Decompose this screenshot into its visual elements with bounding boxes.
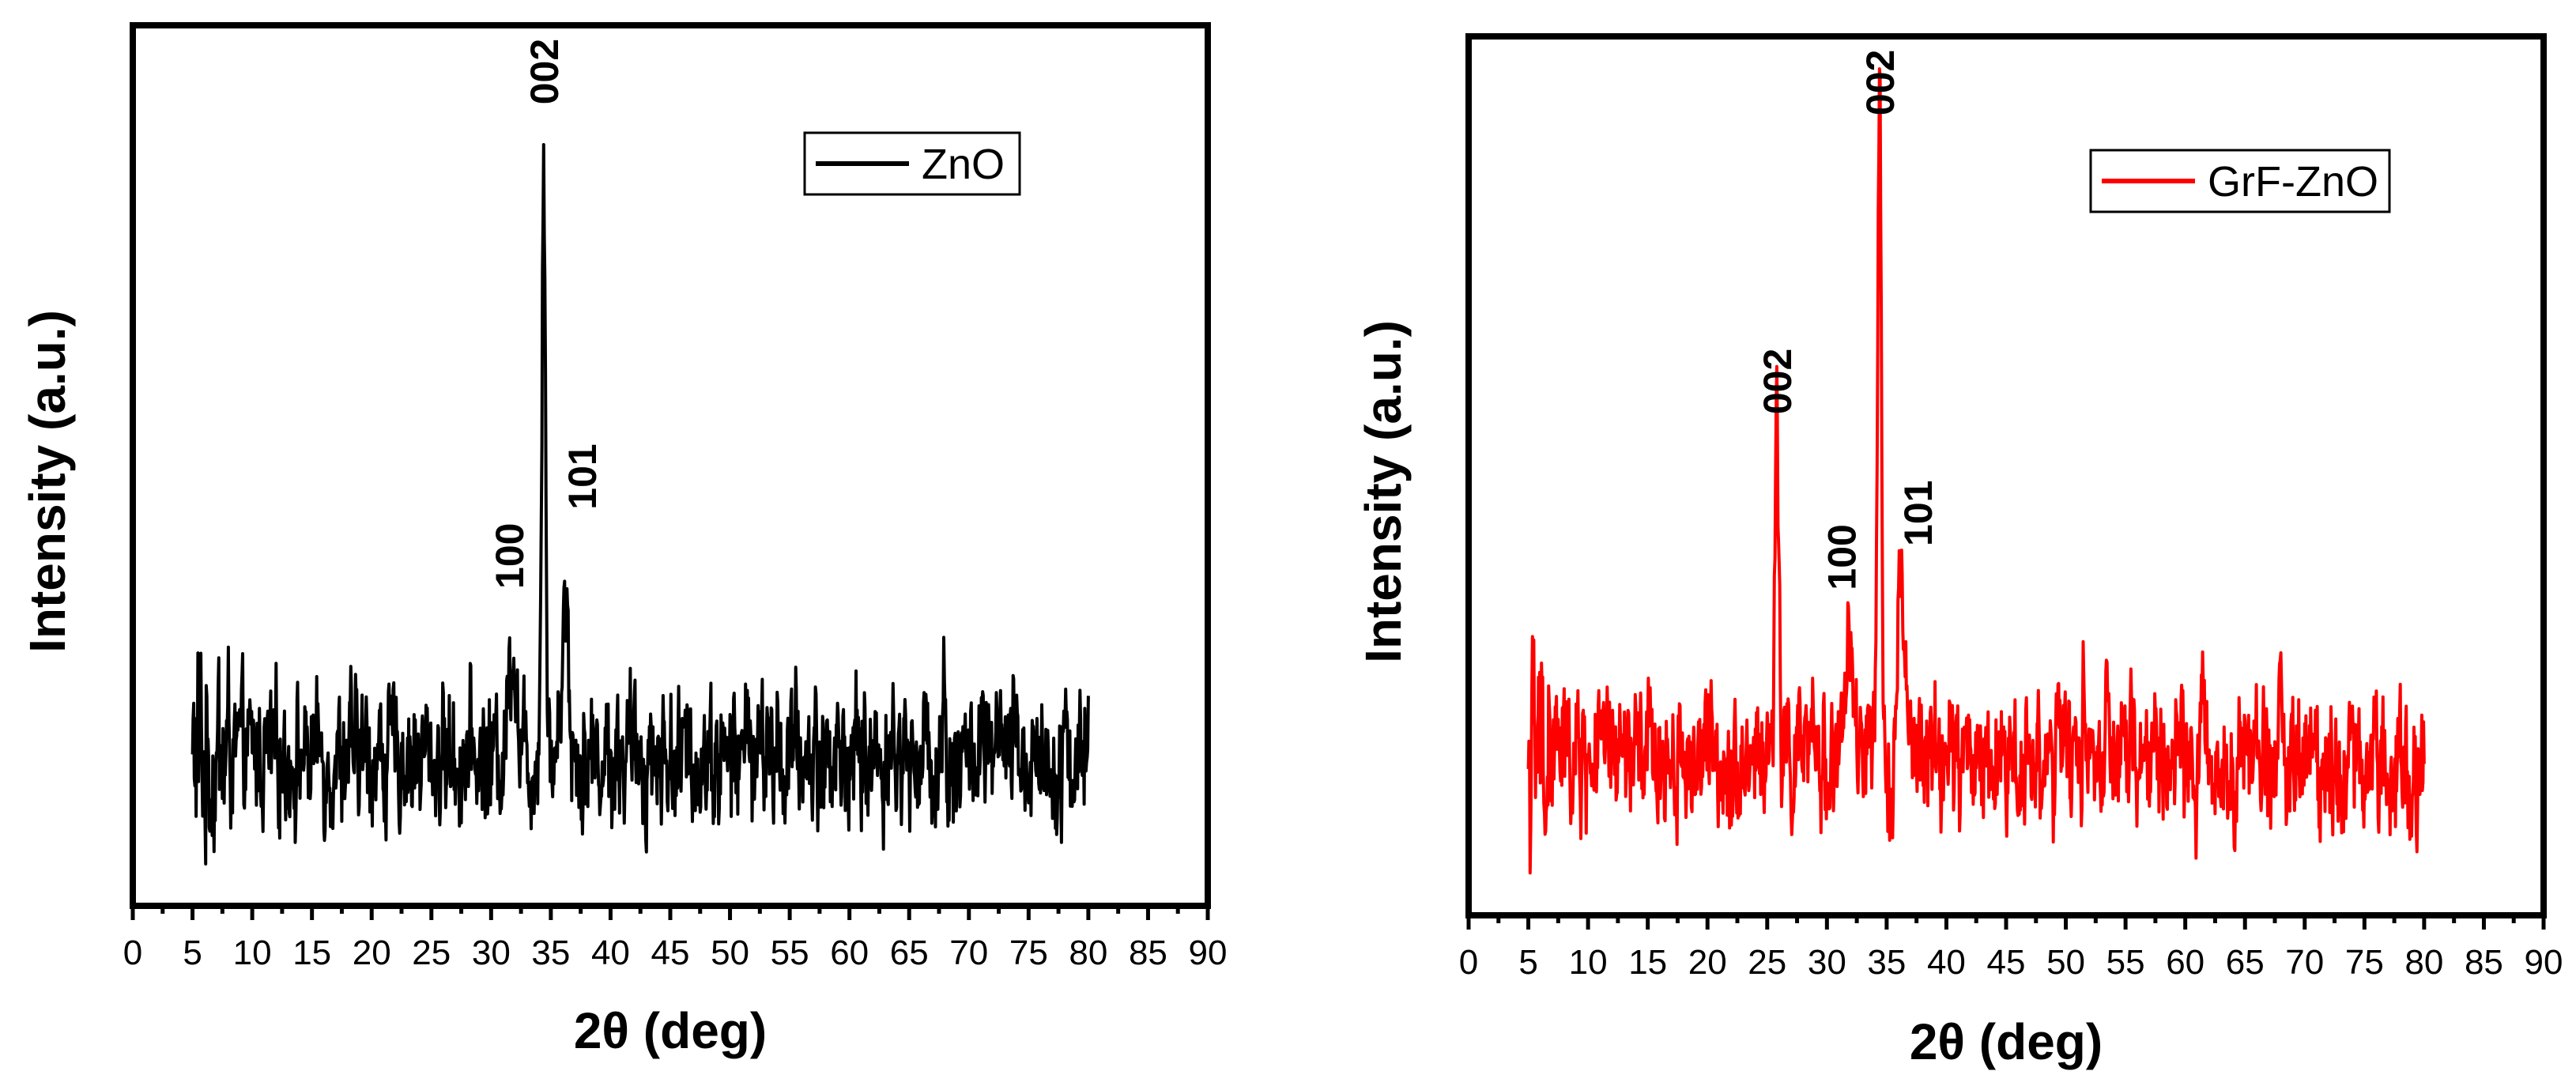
x-tick-label-15: 15 <box>1628 943 1667 982</box>
x-tick-label-75: 75 <box>2345 943 2384 982</box>
x-tick-label-25: 25 <box>412 933 451 972</box>
x-tick-label-65: 65 <box>2226 943 2265 982</box>
x-tick-label-0: 0 <box>1459 943 1478 982</box>
x-tick-label-5: 5 <box>183 933 202 972</box>
grf-zno-xrd-chart: 0 5 10 15 20 25 30 35 40 45 50 55 60 65 70 75 80 85 90 2θ (… <box>1355 33 2563 1070</box>
x-tick-label-40: 40 <box>591 933 630 972</box>
x-tick-label-80: 80 <box>1069 933 1107 972</box>
x-tick-label-55: 55 <box>2106 943 2145 982</box>
x-tick-label-65: 65 <box>890 933 929 972</box>
peak-label-101-3: 101 <box>1896 481 1940 546</box>
x-tick-label-45: 45 <box>651 933 690 972</box>
x-tick-label-35: 35 <box>531 933 570 972</box>
peak-label-101-2: 101 <box>560 443 605 509</box>
x-tick-label-10: 10 <box>233 933 272 972</box>
x-tick-label-40: 40 <box>1927 943 1966 982</box>
y-axis-title: Intensity (a.u.) <box>1355 320 1412 663</box>
x-tick-label-70: 70 <box>949 933 988 972</box>
x-tick-label-10: 10 <box>1569 943 1608 982</box>
x-tick-label-45: 45 <box>1987 943 2026 982</box>
x-tick-label-70: 70 <box>2285 943 2324 982</box>
x-tick-label-80: 80 <box>2404 943 2443 982</box>
x-axis-title: 2θ (deg) <box>574 1002 767 1059</box>
peak-label-100-1: 100 <box>488 523 532 589</box>
legend-label-grf-zno: GrF-ZnO <box>2208 158 2378 206</box>
peak-label-002-0: 002 <box>522 39 567 104</box>
x-tick-label-5: 5 <box>1518 943 1537 982</box>
x-tick-label-50: 50 <box>711 933 749 972</box>
zno-xrd-chart: 0 5 10 15 20 25 30 35 40 45 50 55 60 65 70 75 80 85 90 2θ (… <box>19 22 1228 1059</box>
y-axis-title: Intensity (a.u.) <box>19 310 76 653</box>
x-tick-label-30: 30 <box>1808 943 1846 982</box>
x-tick-label-50: 50 <box>2046 943 2085 982</box>
x-tick-label-30: 30 <box>472 933 511 972</box>
x-tick-label-0: 0 <box>123 933 142 972</box>
x-tick-label-90: 90 <box>1189 933 1228 972</box>
x-tick-label-90: 90 <box>2525 943 2563 982</box>
x-tick-label-15: 15 <box>292 933 331 972</box>
series-line-zno <box>190 143 1090 866</box>
x-tick-label-75: 75 <box>1009 933 1048 972</box>
x-axis-title: 2θ (deg) <box>1910 1013 2103 1070</box>
x-tick-label-20: 20 <box>353 933 391 972</box>
x-tick-label-85: 85 <box>1129 933 1167 972</box>
x-tick-label-20: 20 <box>1688 943 1727 982</box>
x-tick-label-25: 25 <box>1748 943 1786 982</box>
peak-label-002-1: 002 <box>1756 349 1800 414</box>
series-line-grf-zno <box>1526 67 2426 875</box>
peak-label-100-2: 100 <box>1820 524 1864 590</box>
x-tick-label-35: 35 <box>1867 943 1906 982</box>
x-tick-label-55: 55 <box>771 933 809 972</box>
x-tick-label-60: 60 <box>2166 943 2204 982</box>
legend-label-zno: ZnO <box>922 141 1005 188</box>
x-tick-label-85: 85 <box>2465 943 2503 982</box>
peak-label-002-0: 002 <box>1858 50 1903 115</box>
x-tick-label-60: 60 <box>830 933 869 972</box>
